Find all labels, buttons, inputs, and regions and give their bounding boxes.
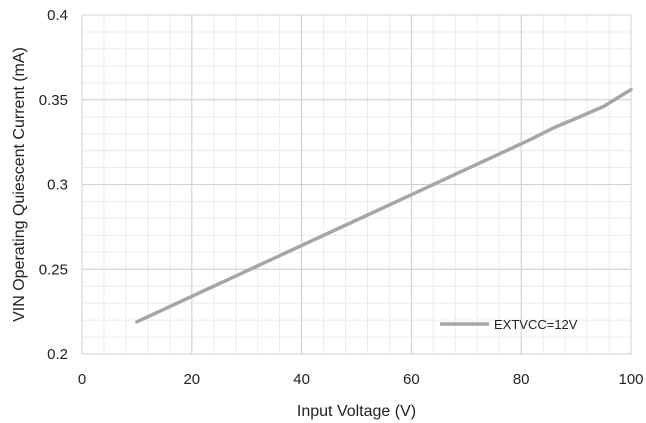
x-tick-label: 60 xyxy=(403,371,420,388)
series-line xyxy=(135,87,633,324)
x-tick-label: 0 xyxy=(78,371,86,388)
y-tick-label: 0.3 xyxy=(47,177,68,194)
y-axis-title: VIN Operating Quiescent Current (mA) xyxy=(11,47,28,322)
y-tick-label: 0.35 xyxy=(39,92,68,109)
x-axis-ticks: 0 20 40 60 80 100 xyxy=(78,371,644,388)
x-axis-title: Input Voltage (V) xyxy=(297,403,416,420)
x-tick-label: 100 xyxy=(618,371,643,388)
x-tick-label: 40 xyxy=(293,371,310,388)
plot-area xyxy=(81,14,632,355)
y-axis-ticks: 0.2 0.25 0.3 0.35 0.4 xyxy=(39,7,68,363)
y-tick-label: 0.25 xyxy=(39,261,68,278)
legend: EXTVCC=12V xyxy=(440,317,578,332)
x-tick-label: 80 xyxy=(513,371,530,388)
legend-label: EXTVCC=12V xyxy=(494,317,578,332)
y-tick-label: 0.2 xyxy=(47,346,68,363)
series-layer xyxy=(135,87,633,324)
y-tick-label: 0.4 xyxy=(47,7,68,24)
x-tick-label: 20 xyxy=(183,371,200,388)
